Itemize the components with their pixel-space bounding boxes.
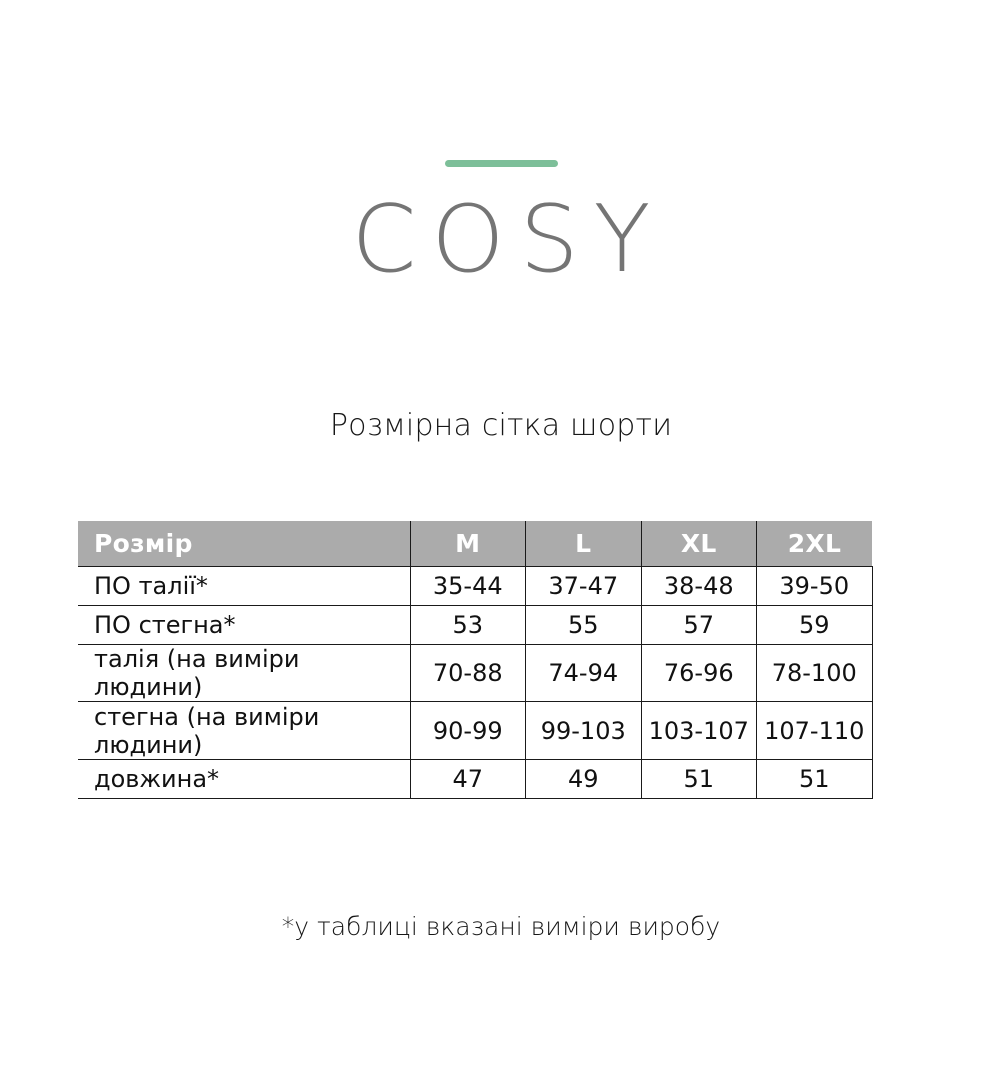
- row-value-l: 99-103: [525, 701, 642, 760]
- row-value-l: 74-94: [525, 644, 642, 702]
- row-label: талія (на виміри людини): [78, 644, 411, 702]
- row-value-2xl: 59: [756, 605, 873, 645]
- row-label: ПО талії*: [78, 566, 411, 606]
- row-value-m: 47: [409, 759, 526, 799]
- row-label: довжина*: [78, 759, 411, 799]
- row-value-xl: 57: [640, 605, 757, 645]
- row-value-2xl: 39-50: [756, 566, 873, 606]
- table-row: ПО талії* 35-44 37-47 38-48 39-50: [78, 566, 873, 606]
- column-header-2xl: 2XL: [756, 521, 872, 567]
- size-table-body: ПО талії* 35-44 37-47 38-48 39-50 ПО сте…: [78, 566, 873, 799]
- table-row: талія (на виміри людини) 70-88 74-94 76-…: [78, 644, 873, 702]
- table-header-row: Розмір M L XL 2XL: [78, 521, 872, 567]
- row-value-xl: 51: [640, 759, 757, 799]
- row-value-2xl: 107-110: [756, 701, 873, 760]
- column-header-xl: XL: [640, 521, 757, 567]
- row-value-m: 35-44: [409, 566, 526, 606]
- page-title: Розмірна сітка шорти: [329, 408, 673, 443]
- column-header-m: M: [409, 521, 526, 567]
- row-value-m: 70-88: [409, 644, 526, 702]
- row-value-l: 55: [525, 605, 642, 645]
- row-value-2xl: 51: [756, 759, 873, 799]
- row-label: стегна (на виміри людини): [78, 701, 411, 760]
- row-value-xl: 76-96: [640, 644, 757, 702]
- row-value-m: 90-99: [409, 701, 526, 760]
- table-row: ПО стегна* 53 55 57 59: [78, 605, 873, 645]
- brand-accent-dash-icon: [444, 160, 558, 167]
- row-value-xl: 103-107: [640, 701, 757, 760]
- row-value-m: 53: [409, 605, 526, 645]
- row-value-2xl: 78-100: [756, 644, 873, 702]
- column-header-l: L: [525, 521, 641, 567]
- column-header-measure: Розмір: [78, 521, 410, 567]
- table-row: довжина* 47 49 51 51: [78, 759, 873, 799]
- brand-block: COSY: [0, 160, 1002, 286]
- row-value-l: 49: [525, 759, 642, 799]
- row-value-xl: 38-48: [640, 566, 757, 606]
- row-value-l: 37-47: [525, 566, 642, 606]
- size-table-container: Розмір M L XL 2XL ПО талії* 35-44 37-47 …: [78, 521, 873, 799]
- footnote: *у таблиці вказані виміри виробу: [281, 912, 721, 941]
- size-table-header: Розмір M L XL 2XL: [78, 521, 872, 567]
- row-label: ПО стегна*: [78, 605, 411, 645]
- table-row: стегна (на виміри людини) 90-99 99-103 1…: [78, 701, 873, 760]
- brand-name: COSY: [351, 185, 666, 293]
- size-table: Розмір M L XL 2XL ПО талії* 35-44 37-47 …: [78, 521, 873, 799]
